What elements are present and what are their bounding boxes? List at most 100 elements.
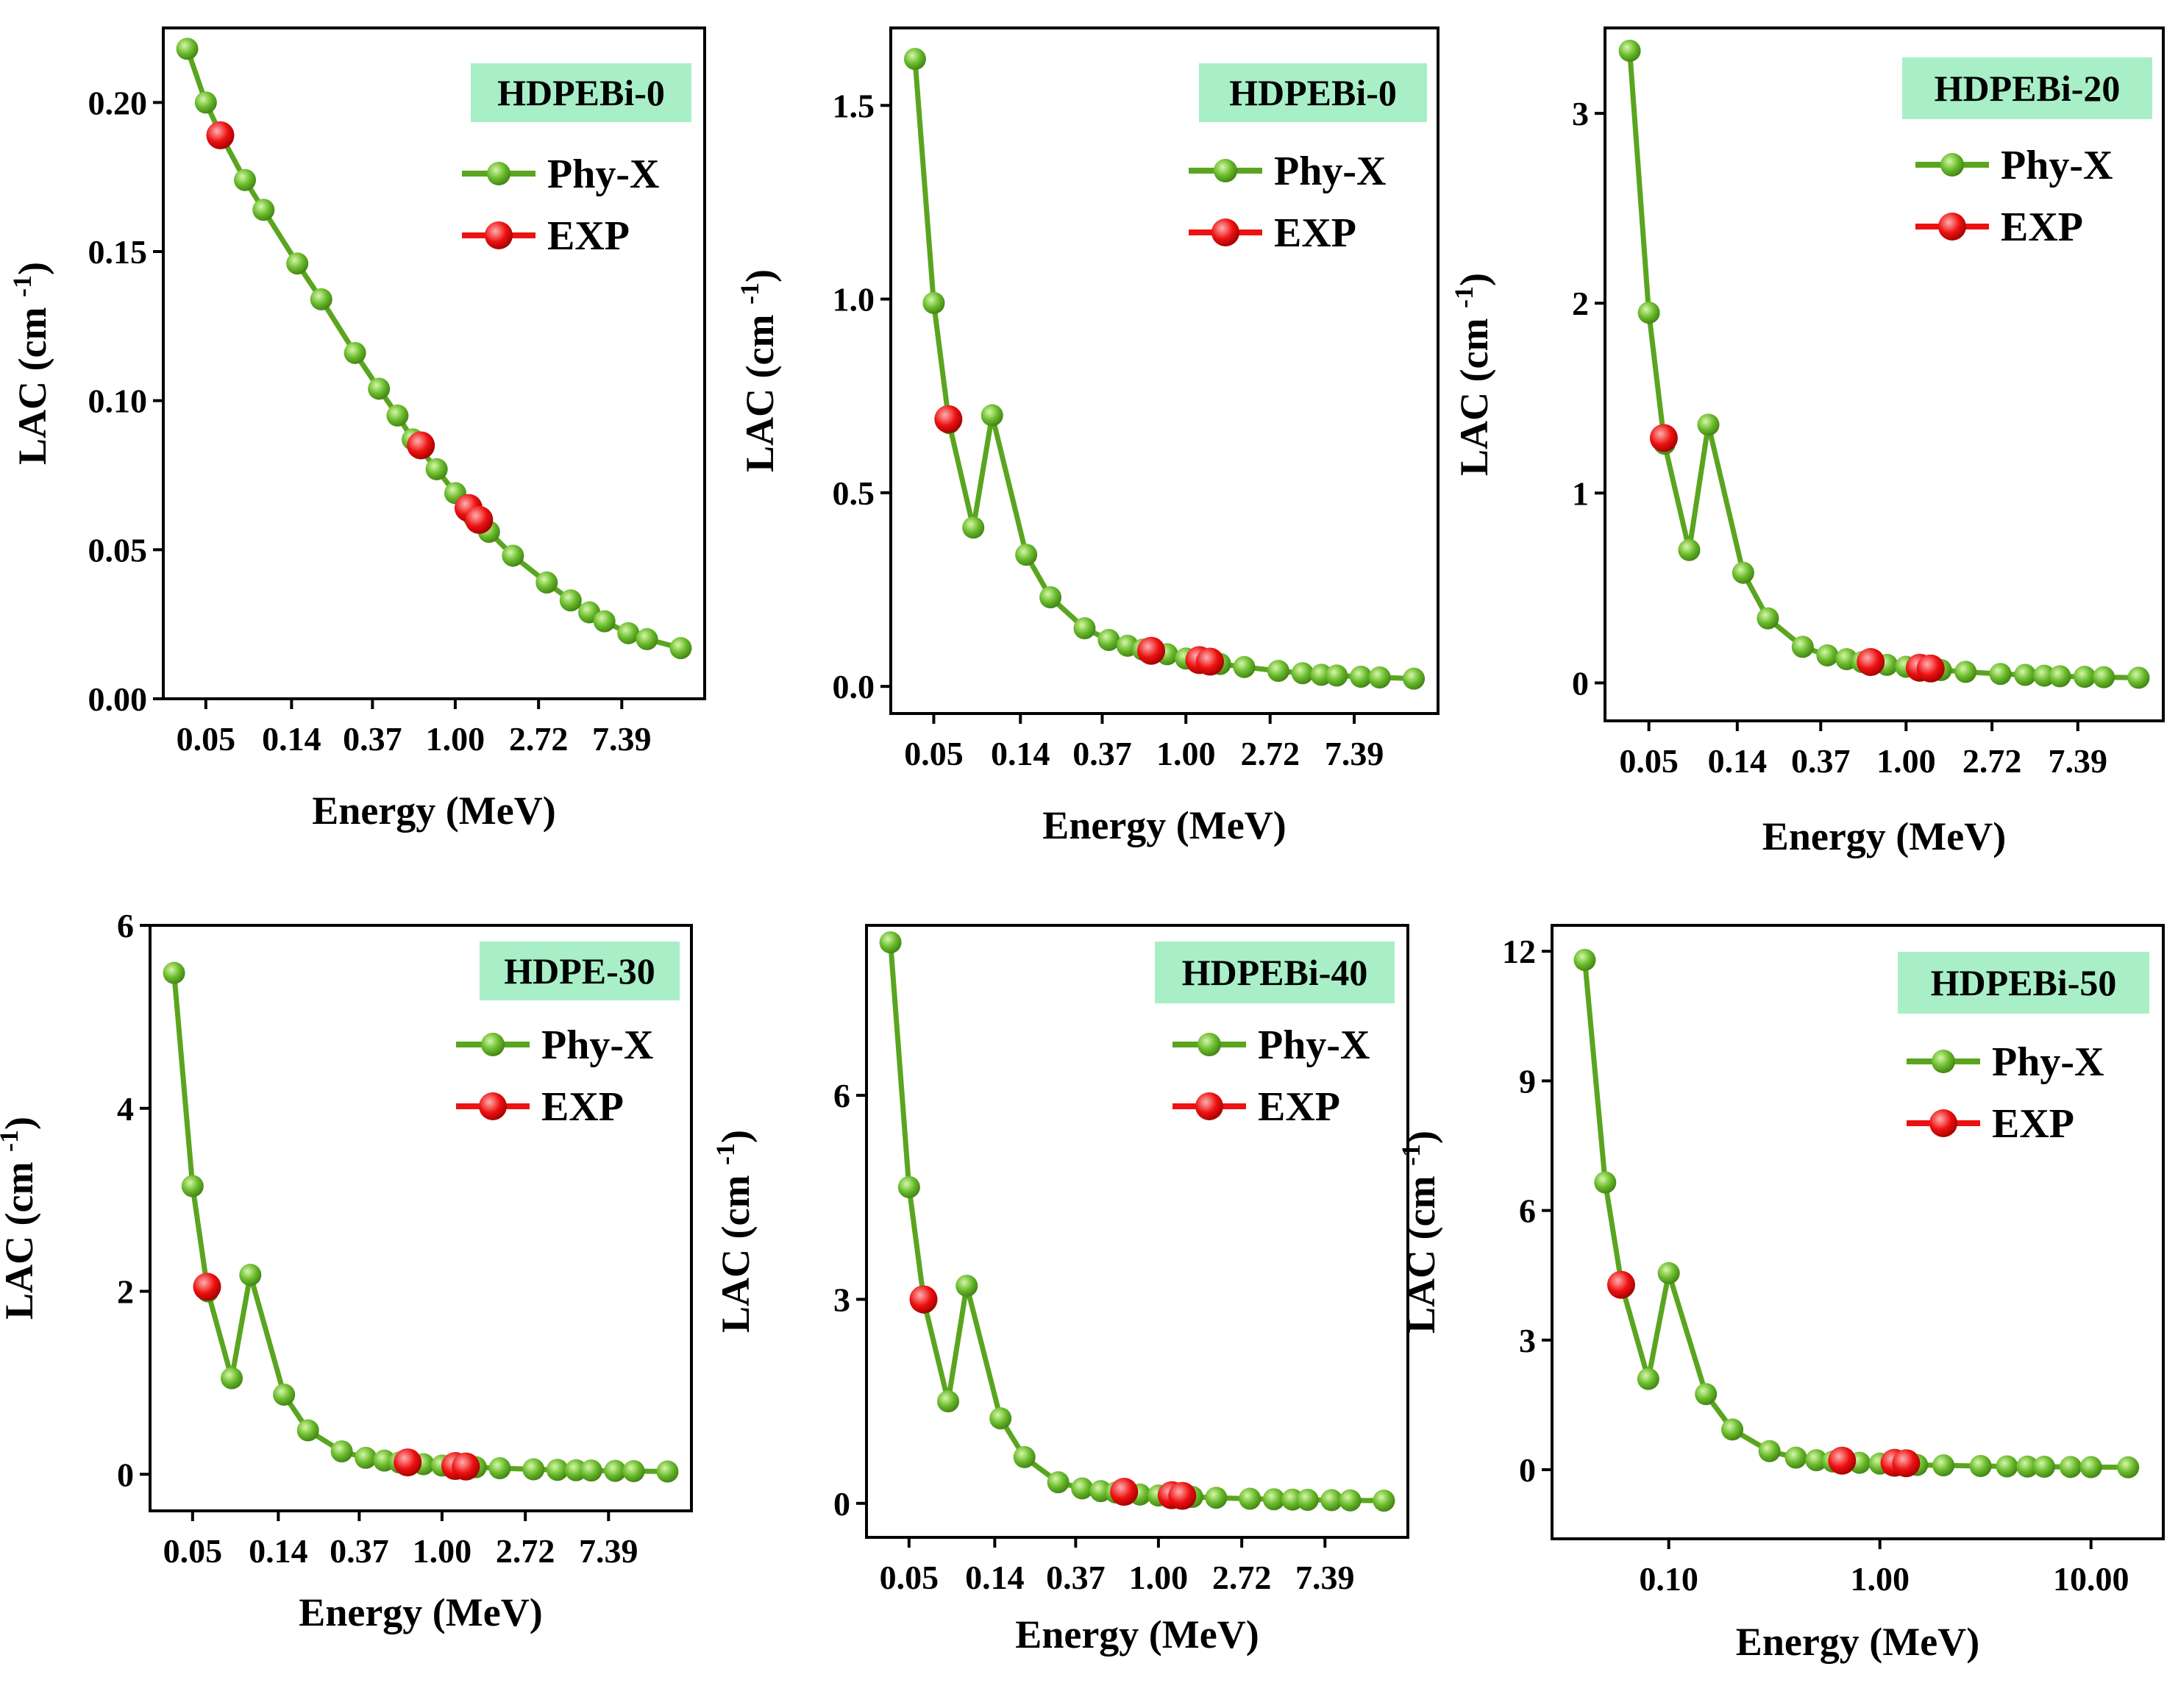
phy-x-point xyxy=(903,48,926,71)
phy-x-point xyxy=(502,544,524,567)
phy-x-point xyxy=(1239,1487,1261,1510)
phy-x-point xyxy=(1695,1383,1718,1406)
phy-x-point xyxy=(286,252,309,275)
legend-label-exp: EXP xyxy=(541,1084,624,1130)
x-axis-title: Energy (MeV) xyxy=(312,789,555,833)
y-tick-label: 0.0 xyxy=(833,668,875,705)
phy-x-point xyxy=(2079,1456,2102,1479)
x-tick-label: 1.00 xyxy=(1156,735,1216,772)
phy-x-point xyxy=(252,199,275,221)
phy-x-point xyxy=(580,1459,602,1482)
legend-label-phy-x: Phy-X xyxy=(1258,1022,1370,1068)
x-tick-label: 0.14 xyxy=(262,720,321,758)
plot-frame xyxy=(1551,924,2165,1540)
y-tick-label: 0 xyxy=(1519,1451,1536,1489)
phy-x-point xyxy=(522,1458,545,1481)
phy-x-point xyxy=(2033,1456,2056,1479)
phy-x-point xyxy=(2049,665,2071,688)
phy-x-point xyxy=(2117,1456,2140,1479)
x-tick-label: 0.37 xyxy=(330,1532,389,1570)
phy-x-point xyxy=(1013,1445,1036,1468)
exp-point xyxy=(465,505,494,534)
y-tick-label: 0.10 xyxy=(88,382,148,420)
y-tick-label: 1 xyxy=(1572,474,1589,512)
panel-5: 0 3 6 0.05 0.14 0.37 1.00 2.72 7.39 Energy (MeV) L… xyxy=(711,924,1409,1657)
x-tick-label: 0.37 xyxy=(1046,1559,1106,1596)
panel-title: HDPEBi-50 xyxy=(1931,962,2117,1003)
x-tick-label: 0.10 xyxy=(1639,1560,1698,1598)
phy-x-point xyxy=(622,1460,645,1483)
legend-label-exp: EXP xyxy=(1274,210,1356,256)
phy-x-point xyxy=(962,516,985,539)
panel-title: HDPEBi-0 xyxy=(497,72,665,113)
legend-marker-phy-x xyxy=(1940,153,1964,177)
x-axis-title: Energy (MeV) xyxy=(1762,814,2006,858)
x-tick-label: 10.00 xyxy=(2053,1560,2129,1598)
phy-x-point xyxy=(1073,617,1096,640)
x-tick-label: 0.05 xyxy=(880,1559,939,1596)
phy-x-point xyxy=(1267,660,1289,683)
panel-tag-bg xyxy=(471,63,691,122)
legend-label-phy-x: Phy-X xyxy=(541,1022,653,1068)
exp-point xyxy=(1137,636,1166,665)
phy-x-point xyxy=(2127,666,2150,689)
x-tick-label: 2.72 xyxy=(1212,1559,1272,1596)
x-tick-label: 1.00 xyxy=(1850,1560,1910,1598)
x-tick-label: 0.05 xyxy=(163,1532,223,1570)
y-tick-label: 6 xyxy=(1519,1192,1536,1230)
y-tick-label: 6 xyxy=(833,1077,850,1114)
legend-label-exp: EXP xyxy=(2001,204,2083,250)
phy-x-point xyxy=(1989,663,2012,686)
exp-point xyxy=(1649,424,1678,452)
panel-tag-bg xyxy=(1898,952,2149,1014)
phy-x-point xyxy=(604,1459,627,1482)
panel-6: 0 3 6 9 12 0.10 1.00 10.00 Energy (MeV) LAC (cm -… xyxy=(1396,924,2165,1664)
phy-x-point xyxy=(1805,1449,1828,1472)
legend-marker-phy-x xyxy=(1197,1033,1221,1056)
x-axis-title: Energy (MeV) xyxy=(1736,1620,1979,1664)
phy-x-point xyxy=(344,341,366,364)
phy-x-point xyxy=(194,91,217,114)
phy-x-point xyxy=(368,377,391,400)
x-axis-title: Energy (MeV) xyxy=(299,1590,542,1634)
phy-x-point xyxy=(1296,1488,1319,1511)
plot-frame xyxy=(865,924,1409,1539)
legend-label-phy-x: Phy-X xyxy=(1992,1039,2104,1085)
y-tick-label: 2 xyxy=(117,1273,134,1311)
x-tick-label: 0.05 xyxy=(1619,742,1679,780)
phy-x-point xyxy=(897,1175,920,1198)
panel-tag-bg xyxy=(1902,57,2152,119)
legend-label-phy-x: Phy-X xyxy=(547,152,659,197)
y-tick-label: 6 xyxy=(117,907,134,944)
phy-x-point xyxy=(296,1419,319,1442)
y-tick-label: 12 xyxy=(1502,933,1536,970)
phy-x-point xyxy=(2033,664,2056,687)
panel-tag-bg xyxy=(480,942,680,1000)
phy-x-point xyxy=(330,1440,353,1463)
y-tick-label: 0 xyxy=(117,1456,134,1493)
phy-x-point xyxy=(669,637,692,660)
phy-x-point xyxy=(1657,1262,1680,1284)
x-tick-label: 0.37 xyxy=(1791,742,1851,780)
legend-marker-phy-x xyxy=(481,1033,505,1056)
y-tick-label: 1.0 xyxy=(833,281,875,319)
y-tick-label: 0 xyxy=(833,1485,850,1523)
phy-x-point xyxy=(1350,665,1373,688)
exp-point xyxy=(206,121,235,149)
phy-x-point xyxy=(636,627,658,650)
y-tick-label: 2 xyxy=(1572,285,1589,322)
y-axis-title: LAC (cm -1) xyxy=(1449,273,1496,476)
exp-point xyxy=(934,405,963,433)
phy-x-point xyxy=(181,1175,204,1198)
phy-x-point xyxy=(617,622,640,644)
phy-x-point xyxy=(1784,1446,1807,1469)
phy-x-point xyxy=(1573,948,1596,971)
y-tick-label: 3 xyxy=(833,1281,850,1318)
phy-x-point xyxy=(1996,1455,2018,1478)
y-axis-title: LAC (cm -1) xyxy=(711,1130,758,1333)
x-tick-label: 7.39 xyxy=(592,720,652,758)
phy-x-point xyxy=(1205,1487,1228,1509)
x-tick-label: 0.05 xyxy=(904,735,964,772)
phy-x-point xyxy=(1291,662,1314,685)
